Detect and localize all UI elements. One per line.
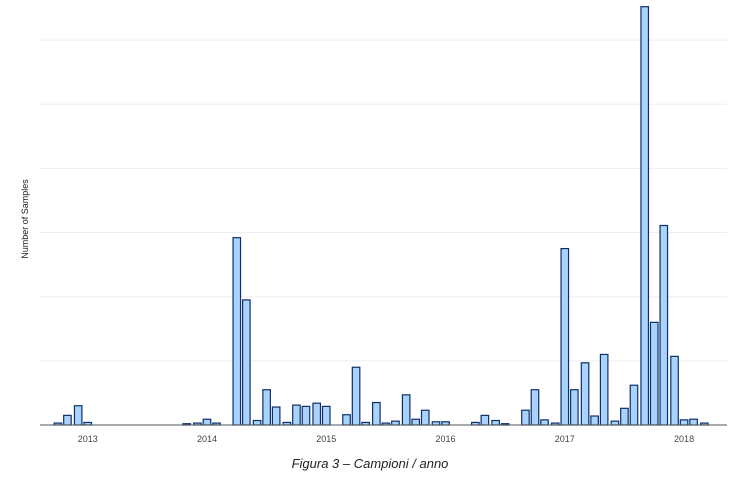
bar [411, 418, 421, 426]
bar [491, 419, 500, 426]
bar [640, 6, 650, 426]
bar [391, 420, 400, 426]
y-axis-title: Number of Samples [20, 179, 30, 259]
bar [620, 407, 629, 426]
bar [540, 419, 549, 426]
bar [401, 394, 411, 426]
x-axis-ticks: 2013 2014 2015 2016 2017 2018 [78, 434, 694, 444]
bar [659, 224, 669, 426]
bar [312, 402, 322, 426]
bar [232, 237, 242, 426]
bar [610, 420, 620, 426]
bar [560, 247, 570, 426]
bar [521, 409, 530, 426]
figure-caption: Figura 3 – Campioni / anno [291, 456, 449, 471]
bar [202, 418, 212, 426]
bar [292, 404, 301, 426]
bar [420, 409, 430, 426]
bar [649, 321, 659, 426]
bar [63, 414, 72, 426]
x-tick-label: 2017 [555, 434, 575, 444]
gridlines [40, 39, 727, 362]
bar [252, 419, 262, 426]
bar [262, 389, 271, 426]
bar [371, 401, 381, 426]
bar [321, 405, 331, 426]
bar [599, 353, 609, 426]
bar [480, 414, 490, 426]
bar [590, 415, 599, 426]
x-tick-label: 2018 [674, 434, 694, 444]
bar [569, 389, 579, 426]
x-tick-label: 2015 [316, 434, 336, 444]
bar [689, 418, 698, 426]
bar [271, 406, 281, 426]
x-tick-label: 2014 [197, 434, 217, 444]
bar [342, 414, 351, 426]
bar [301, 405, 311, 426]
x-tick-label: 2016 [436, 434, 456, 444]
bar [670, 355, 679, 426]
bar [73, 405, 83, 426]
bar [580, 362, 590, 426]
bar [241, 299, 251, 426]
bar [530, 389, 540, 426]
bar [351, 366, 361, 426]
bar [679, 419, 689, 426]
bar [629, 384, 639, 426]
bars [53, 6, 709, 426]
x-tick-label: 2013 [78, 434, 98, 444]
